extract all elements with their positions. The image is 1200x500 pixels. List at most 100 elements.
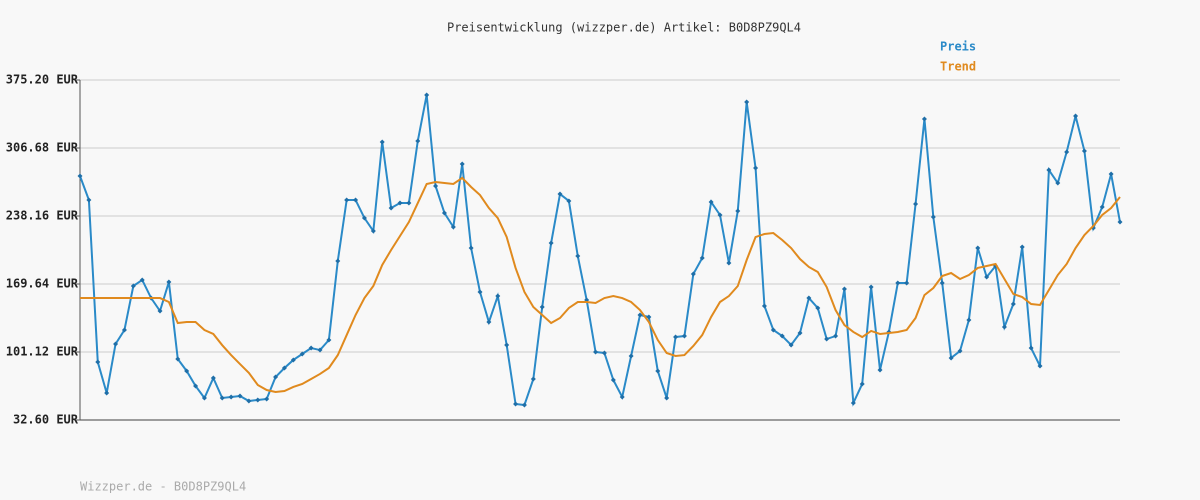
point-marker [166, 279, 172, 285]
point-marker [468, 245, 474, 251]
point-marker [308, 345, 314, 351]
point-marker [139, 277, 145, 283]
point-marker [521, 402, 527, 408]
point-marker [664, 395, 670, 401]
legend-label: Preis [940, 40, 976, 54]
point-marker [850, 400, 856, 406]
point-marker [761, 303, 767, 309]
y-tick-label: 306.68 EUR [6, 141, 79, 155]
point-marker [557, 191, 563, 197]
point-marker [601, 350, 607, 356]
point-marker [530, 376, 536, 382]
point-marker [593, 349, 599, 355]
point-marker [237, 393, 243, 399]
point-marker [219, 395, 225, 401]
point-marker [699, 255, 705, 261]
point-marker [548, 240, 554, 246]
point-marker [450, 224, 456, 230]
point-marker [824, 336, 830, 342]
point-marker [504, 342, 510, 348]
y-tick-label: 238.16 EUR [6, 209, 79, 223]
point-marker [353, 197, 359, 203]
point-marker [913, 201, 919, 207]
series-line [80, 176, 1121, 394]
point-marker [868, 284, 874, 290]
point-marker [486, 319, 492, 325]
point-marker [895, 280, 901, 286]
point-marker [655, 368, 661, 374]
point-marker [388, 205, 394, 211]
point-marker [228, 394, 234, 400]
point-marker [939, 280, 945, 286]
point-marker [1081, 148, 1087, 154]
series-line [79, 94, 1121, 407]
point-marker [1055, 180, 1061, 186]
point-marker [459, 161, 465, 167]
point-marker [1037, 363, 1043, 369]
point-marker [193, 383, 199, 389]
point-marker [397, 200, 403, 206]
point-marker [281, 365, 287, 371]
point-marker [806, 295, 812, 301]
point-marker [681, 333, 687, 339]
point-marker [246, 398, 252, 404]
point-marker [833, 333, 839, 339]
point-marker [975, 245, 981, 251]
point-marker [121, 327, 127, 333]
point-marker [708, 199, 714, 205]
point-marker [619, 394, 625, 400]
point-marker [264, 396, 270, 402]
point-marker [1108, 171, 1114, 177]
point-marker [86, 197, 92, 203]
y-tick-label: 101.12 EUR [6, 345, 79, 359]
point-marker [95, 359, 101, 365]
point-marker [299, 351, 305, 357]
point-marker [841, 286, 847, 292]
point-marker [877, 367, 883, 373]
point-marker [726, 260, 732, 266]
point-marker [1117, 219, 1123, 225]
point-marker [273, 374, 279, 380]
point-marker [175, 356, 181, 362]
point-marker [290, 357, 296, 363]
point-marker [673, 334, 679, 340]
point-marker [433, 183, 439, 189]
point-marker [1001, 324, 1007, 330]
point-marker [1010, 301, 1016, 307]
point-marker [130, 283, 136, 289]
point-marker [921, 116, 927, 122]
chart-title: Preisentwicklung (wizzper.de) Artikel: B… [447, 21, 801, 35]
point-marker [646, 314, 652, 320]
point-marker [424, 92, 430, 98]
footer: Wizzper.de - B0D8PZ9QL4 [80, 480, 246, 494]
point-marker [1099, 204, 1105, 210]
y-tick-label: 32.60 EUR [13, 413, 79, 427]
point-marker [637, 312, 643, 318]
point-marker [113, 341, 119, 347]
point-marker [201, 395, 207, 401]
point-marker [566, 198, 572, 204]
point-marker [335, 258, 341, 264]
point-marker [317, 347, 323, 353]
point-marker [735, 208, 741, 214]
point-marker [957, 348, 963, 354]
point-marker [477, 289, 483, 295]
point-marker [406, 200, 412, 206]
point-marker [1028, 345, 1034, 351]
point-marker [859, 381, 865, 387]
point-marker [628, 353, 634, 359]
point-marker [717, 212, 723, 218]
point-marker [744, 99, 750, 105]
point-marker [104, 390, 110, 396]
point-marker [361, 215, 367, 221]
point-marker [157, 308, 163, 314]
point-marker [1073, 113, 1079, 119]
point-marker [1019, 244, 1025, 250]
point-marker [184, 368, 190, 374]
point-marker [904, 280, 910, 286]
point-marker [948, 355, 954, 361]
point-marker [255, 397, 261, 403]
